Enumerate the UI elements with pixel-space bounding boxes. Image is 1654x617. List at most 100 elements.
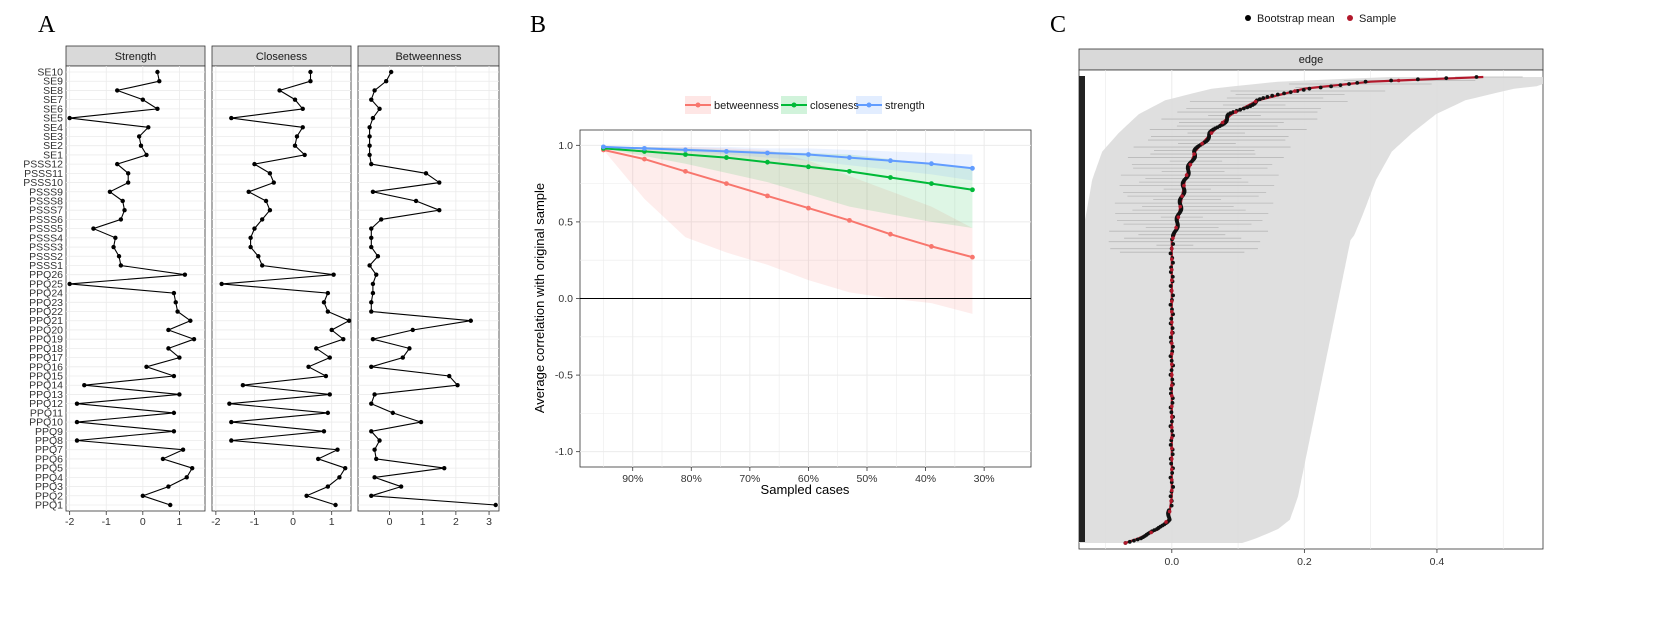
centrality-point [271,180,276,185]
facet-strength: Strength -2 -1 0 1 [65,45,206,528]
facet-strip-label: edge [1299,54,1323,66]
centrality-point [115,161,120,167]
centrality-point [252,161,257,167]
centrality-point [82,383,87,388]
series-point-betweenness [806,205,811,211]
centrality-point [437,207,442,213]
sample-point [1233,110,1238,114]
bootstrap-mean-point [1171,242,1176,246]
bootstrap-mean-point [1169,461,1174,466]
series-point-strength [642,145,647,151]
bootstrap-mean-point [1168,302,1173,307]
sample-point [1170,478,1174,482]
bootstrap-mean-point [1270,93,1275,98]
centrality-point [177,355,182,360]
centrality-point [325,309,331,314]
centrality-point [369,401,374,406]
node-axis: SE10SE9SE8SE7SE6SE5SE4SE3SE2SE1PSSS12PSS… [23,67,63,512]
legend-label-closeness: closeness [810,100,859,112]
node-tick-label: PPQ9 [35,426,63,438]
centrality-point [325,290,331,296]
bootstrap-mean-point [1168,442,1173,447]
centrality-point [267,171,273,176]
x-tick-label: -2 [211,516,220,528]
bootstrap-mean-point [1170,400,1175,405]
centrality-point [413,198,419,204]
node-tick-label: PPQ10 [29,417,63,429]
centrality-point [372,475,377,480]
x-tick-label: -1 [250,516,259,528]
centrality-point [229,419,234,425]
centrality-point [166,346,171,351]
node-tick-label: PPQ21 [29,315,63,327]
bootstrap-mean-point [1169,419,1174,424]
ci-band-strength [603,146,973,181]
sample-point [1180,194,1184,198]
x-axis-title: Sampled cases [761,482,850,497]
x-tick-label: 2 [453,516,459,528]
series-point-closeness [970,187,975,193]
sample-point [1170,257,1174,261]
facet-panel [357,65,500,512]
centrality-point [182,272,188,277]
series-point-strength [724,149,729,154]
series-point-strength [970,165,975,171]
node-tick-label: PPQ3 [35,481,63,493]
node-tick-label: SE4 [43,122,63,134]
centrality-point [189,465,195,471]
bootstrap-mean-point [1168,335,1173,340]
bootstrap-mean-point [1170,471,1175,475]
centrality-point [171,290,177,296]
centrality-point [308,79,313,84]
centrality-point [423,171,429,176]
node-tick-label: PPQ5 [35,463,63,475]
series-point-closeness [683,152,688,157]
bootstrap-mean-point [1329,84,1333,89]
bootstrap-mean-point [1347,82,1351,86]
y-axis: -1.0 -0.5 0.0 0.5 1.0 [555,140,580,458]
series-point-strength [765,150,770,156]
sample-point [1170,246,1174,251]
sample-point [1184,173,1189,177]
sample-point [1170,288,1174,293]
legend-label-betweenness: betweenness [714,100,779,112]
node-tick-label: SE2 [43,140,63,152]
centrality-point [329,327,334,333]
centrality-point [160,456,166,462]
bootstrap-mean-point [1389,78,1394,83]
sample-point [1192,152,1196,156]
series-point-strength [888,158,893,164]
sample-point [1188,162,1193,167]
series-point-betweenness [929,244,934,249]
panel-label-c: C [1050,12,1066,38]
x-tick-label: 50% [856,473,877,485]
centrality-point [155,106,160,112]
node-tick-label: PSSS8 [29,195,63,207]
centrality-point [468,318,473,323]
node-tick-label: SE8 [43,85,63,97]
node-tick-label: PPQ20 [29,324,63,336]
bootstrap-ci-band [1079,76,1543,543]
bootstrap-mean-point [1257,97,1262,102]
y-tick-label: 1.0 [558,140,573,152]
series-point-closeness [724,155,729,160]
centrality-point [125,180,131,185]
sample-point [1170,383,1174,388]
sample-point [1170,373,1174,377]
centrality-point [369,300,374,305]
y-tick-label: -0.5 [555,370,573,382]
sample-point [1200,141,1204,146]
ci-bands [603,146,973,314]
bootstrap-mean-point [1127,539,1132,544]
bootstrap-mean-point [1168,284,1173,288]
node-tick-label: SE7 [43,94,63,106]
ci-band-region [1079,77,1543,543]
x-tick-label: 1 [176,516,182,528]
sample-point [1170,267,1174,272]
sample-point [1170,446,1174,451]
bootstrap-mean-point [1338,83,1343,88]
centrality-plot: SE10SE9SE8SE7SE6SE5SE4SE3SE2SE1PSSS12PSS… [23,45,500,528]
centrality-point [67,115,72,121]
series-point-closeness [888,175,893,180]
node-tick-label: PSSS9 [29,186,63,198]
